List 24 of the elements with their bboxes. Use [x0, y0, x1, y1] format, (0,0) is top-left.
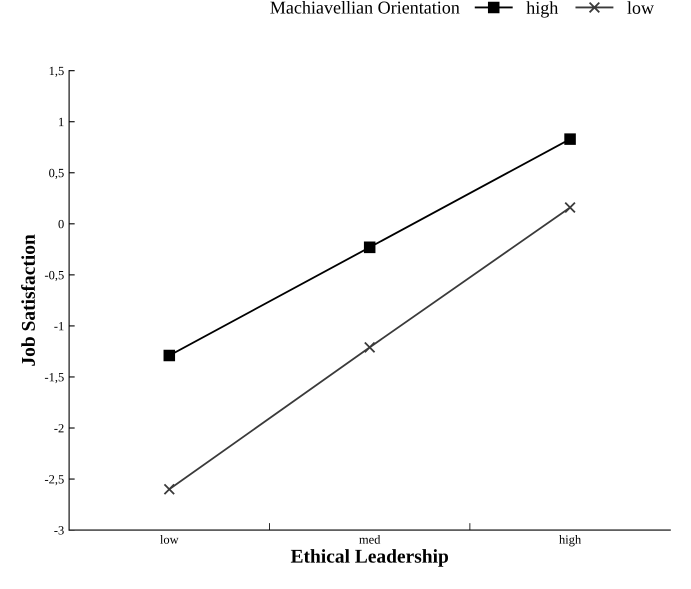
y-tick-label: -3: [54, 526, 64, 535]
y-axis-title: Job Satisfaction: [21, 234, 35, 366]
x-tick-label: high: [559, 534, 582, 546]
y-tick-label: -1: [54, 322, 64, 330]
legend-label: low: [627, 1, 654, 14]
legend-title: Machiavellian Orientation: [270, 0, 460, 14]
point: [564, 202, 576, 214]
y-tick-label: -1,5: [44, 373, 64, 384]
point: [364, 242, 376, 254]
y-tick-label: -2: [54, 424, 64, 432]
x-axis-title: Ethical Leadership: [290, 549, 448, 567]
y-tick-label: -0,5: [44, 270, 64, 282]
x-tick-label: med: [359, 534, 380, 544]
point: [364, 342, 376, 354]
y-tick-label: 1,5: [50, 66, 64, 77]
point: [164, 483, 176, 496]
y-tick-label: -2,5: [44, 475, 64, 486]
y-tick-label: 1: [59, 118, 64, 126]
point: [164, 350, 176, 362]
y-tick-label: 0,5: [49, 168, 64, 180]
x-tick-label: low: [160, 534, 179, 544]
legend-label: high: [526, 1, 558, 18]
y-tick-label: 0: [58, 220, 64, 228]
point: [564, 133, 576, 145]
